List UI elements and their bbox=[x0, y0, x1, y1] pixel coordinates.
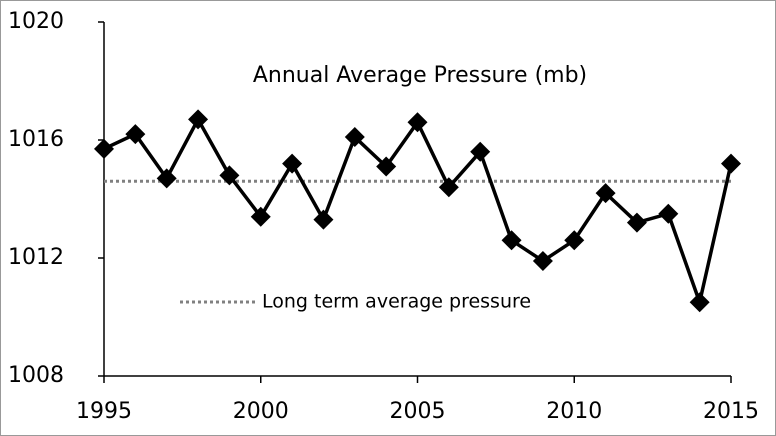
data-marker bbox=[564, 230, 585, 251]
data-marker bbox=[250, 206, 271, 227]
y-tick-label: 1012 bbox=[8, 245, 64, 270]
data-marker bbox=[721, 153, 741, 174]
data-marker bbox=[501, 230, 522, 251]
data-marker bbox=[125, 124, 146, 145]
data-marker bbox=[407, 112, 428, 133]
y-tick-label: 1008 bbox=[8, 363, 64, 388]
data-marker bbox=[595, 183, 616, 204]
x-tick-label: 2005 bbox=[390, 399, 446, 424]
data-marker bbox=[344, 127, 365, 148]
y-tick-label: 1016 bbox=[8, 127, 64, 152]
x-tick-label: 1995 bbox=[76, 399, 132, 424]
data-marker bbox=[313, 209, 334, 230]
data-marker bbox=[376, 156, 397, 177]
data-marker bbox=[438, 177, 459, 198]
data-marker bbox=[282, 153, 303, 174]
data-marker bbox=[219, 165, 240, 186]
x-tick-label: 2015 bbox=[703, 399, 759, 424]
x-tick-label: 2000 bbox=[233, 399, 289, 424]
data-marker bbox=[94, 138, 114, 159]
data-marker bbox=[532, 250, 553, 271]
legend-label: Long term average pressure bbox=[262, 291, 531, 313]
chart-title: Annual Average Pressure (mb) bbox=[253, 63, 587, 88]
x-tick-label: 2010 bbox=[546, 399, 602, 424]
data-marker bbox=[156, 168, 177, 189]
data-marker bbox=[188, 109, 209, 130]
y-tick-label: 1020 bbox=[8, 9, 64, 34]
data-marker bbox=[689, 292, 710, 313]
data-marker bbox=[626, 212, 647, 233]
data-marker bbox=[470, 141, 491, 162]
data-marker bbox=[658, 203, 679, 224]
